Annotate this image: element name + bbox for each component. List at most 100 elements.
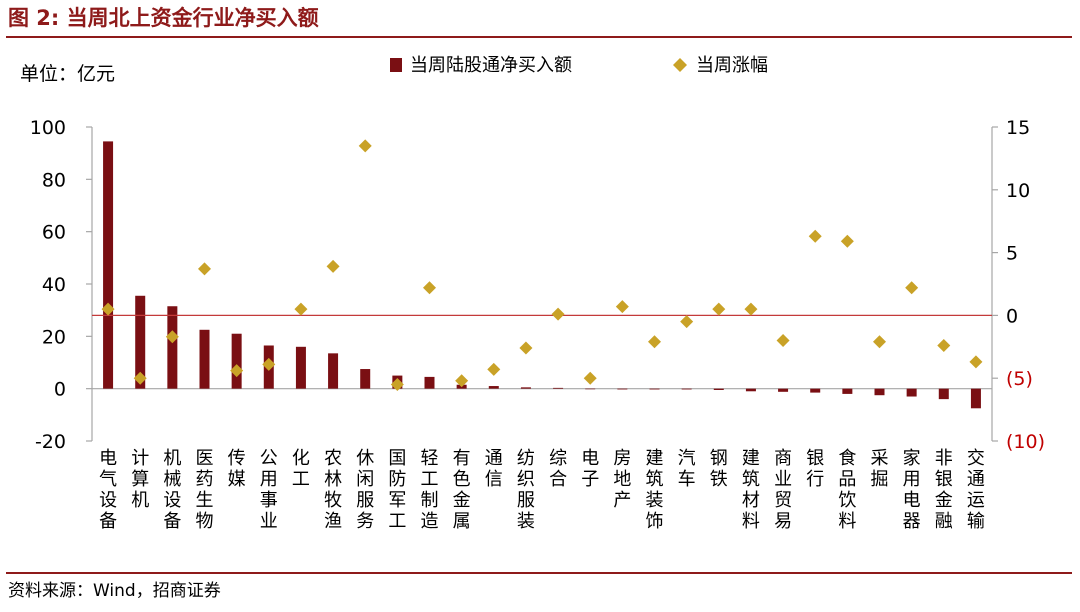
bar bbox=[681, 388, 692, 390]
bar bbox=[778, 388, 789, 392]
category-label-char: 非 bbox=[935, 448, 953, 469]
left-tick-label: 80 bbox=[42, 169, 66, 191]
marker bbox=[165, 330, 179, 344]
category-label-char: 械 bbox=[163, 469, 181, 490]
marker bbox=[455, 374, 469, 388]
category-label-char: 国 bbox=[388, 448, 406, 469]
legend: 当周陆股通净买入额 当周涨幅 bbox=[390, 55, 768, 76]
bar bbox=[424, 376, 435, 389]
category-label: 采掘 bbox=[871, 448, 889, 490]
bar bbox=[135, 295, 146, 389]
marker bbox=[262, 357, 276, 371]
category-label-char: 通 bbox=[967, 469, 985, 490]
category-labels: 电气设备计算机机械设备医药生物传媒公用事业化工农林牧渔休闲服务国防军工轻工制造有… bbox=[99, 448, 985, 532]
category-label-char: 产 bbox=[613, 490, 631, 511]
category-label-char: 银 bbox=[806, 448, 824, 469]
category-label-char: 渔 bbox=[324, 511, 342, 532]
category-label-char: 输 bbox=[967, 511, 985, 532]
legend-bar-swatch bbox=[390, 58, 402, 72]
marker bbox=[101, 302, 115, 316]
category-label-char: 属 bbox=[453, 511, 471, 532]
category-label-char: 备 bbox=[163, 511, 181, 532]
category-label-char: 休 bbox=[356, 448, 374, 469]
marker bbox=[776, 334, 790, 348]
bar bbox=[520, 387, 531, 389]
title-underline bbox=[6, 36, 1072, 38]
category-label-char: 林 bbox=[324, 469, 342, 490]
category-label: 通信 bbox=[485, 448, 503, 490]
category-label-char: 金 bbox=[453, 490, 471, 511]
marker bbox=[937, 339, 951, 353]
category-label-char: 钢 bbox=[710, 448, 728, 469]
category-label-char: 轻 bbox=[421, 448, 439, 469]
category-label-char: 筑 bbox=[742, 469, 760, 490]
category-label-char: 建 bbox=[646, 448, 664, 469]
category-label-char: 备 bbox=[99, 511, 117, 532]
bar bbox=[488, 386, 499, 389]
category-label-char: 料 bbox=[838, 511, 856, 532]
category-label-char: 设 bbox=[163, 490, 181, 511]
category-label-char: 装 bbox=[517, 511, 535, 532]
category-label: 房地产 bbox=[613, 448, 631, 511]
marker bbox=[487, 362, 501, 376]
category-label-char: 商 bbox=[774, 448, 792, 469]
category-label-char: 综 bbox=[549, 448, 567, 469]
left-axis-ticks: -20 0 20 40 60 80 100 bbox=[30, 117, 92, 453]
bar bbox=[199, 329, 210, 389]
category-label-char: 事 bbox=[260, 490, 278, 511]
category-label-char: 掘 bbox=[871, 469, 889, 490]
right-tick-label: (5) bbox=[1006, 368, 1033, 390]
category-label: 食品饮料 bbox=[838, 448, 856, 532]
bar bbox=[585, 388, 596, 390]
category-label: 休闲服务 bbox=[356, 448, 374, 532]
bar bbox=[713, 388, 724, 390]
category-label-char: 机 bbox=[163, 448, 181, 469]
category-label-char: 采 bbox=[871, 448, 889, 469]
category-label-char: 业 bbox=[260, 511, 278, 532]
marker bbox=[423, 281, 436, 295]
bar bbox=[842, 388, 853, 394]
marker bbox=[326, 259, 340, 273]
right-tick-label: 5 bbox=[1006, 243, 1018, 265]
bar bbox=[906, 388, 917, 397]
right-tick-label: 15 bbox=[1006, 117, 1030, 139]
marker bbox=[519, 341, 533, 355]
marker bbox=[648, 335, 661, 349]
category-label-char: 制 bbox=[421, 490, 439, 511]
category-label: 建筑材料 bbox=[742, 448, 760, 532]
marker bbox=[615, 300, 629, 314]
category-label-char: 筑 bbox=[646, 469, 664, 490]
category-label: 公用事业 bbox=[260, 448, 278, 532]
marker bbox=[905, 281, 919, 295]
category-label-char: 算 bbox=[131, 469, 149, 490]
bar bbox=[360, 369, 371, 389]
bar bbox=[938, 388, 949, 400]
bar bbox=[328, 353, 339, 389]
category-label: 建筑装饰 bbox=[646, 448, 664, 532]
legend-bar-label: 当周陆股通净买入额 bbox=[410, 55, 572, 76]
category-label-char: 色 bbox=[453, 469, 471, 490]
category-label-char: 传 bbox=[228, 448, 246, 469]
bar bbox=[167, 306, 178, 389]
marker bbox=[358, 139, 372, 153]
bar bbox=[649, 388, 660, 390]
category-label-char: 融 bbox=[935, 511, 953, 532]
category-label-char: 生 bbox=[196, 490, 214, 511]
marker bbox=[840, 234, 854, 248]
category-label-char: 织 bbox=[517, 469, 535, 490]
category-label-char: 运 bbox=[967, 490, 985, 511]
marker bbox=[551, 307, 565, 321]
bar bbox=[231, 333, 242, 389]
category-label-char: 子 bbox=[581, 469, 599, 490]
category-label: 家用电器 bbox=[903, 448, 921, 532]
category-label: 非银金融 bbox=[935, 448, 953, 532]
category-label-char: 务 bbox=[356, 511, 374, 532]
category-label-char: 金 bbox=[935, 490, 953, 511]
category-label: 轻工制造 bbox=[421, 448, 439, 532]
category-label-char: 贸 bbox=[774, 490, 792, 511]
category-label-char: 物 bbox=[196, 511, 214, 532]
marker-series bbox=[101, 139, 983, 391]
category-label-char: 用 bbox=[260, 469, 278, 490]
right-axis-ticks: (10) (5) 0 5 10 15 bbox=[992, 117, 1045, 453]
